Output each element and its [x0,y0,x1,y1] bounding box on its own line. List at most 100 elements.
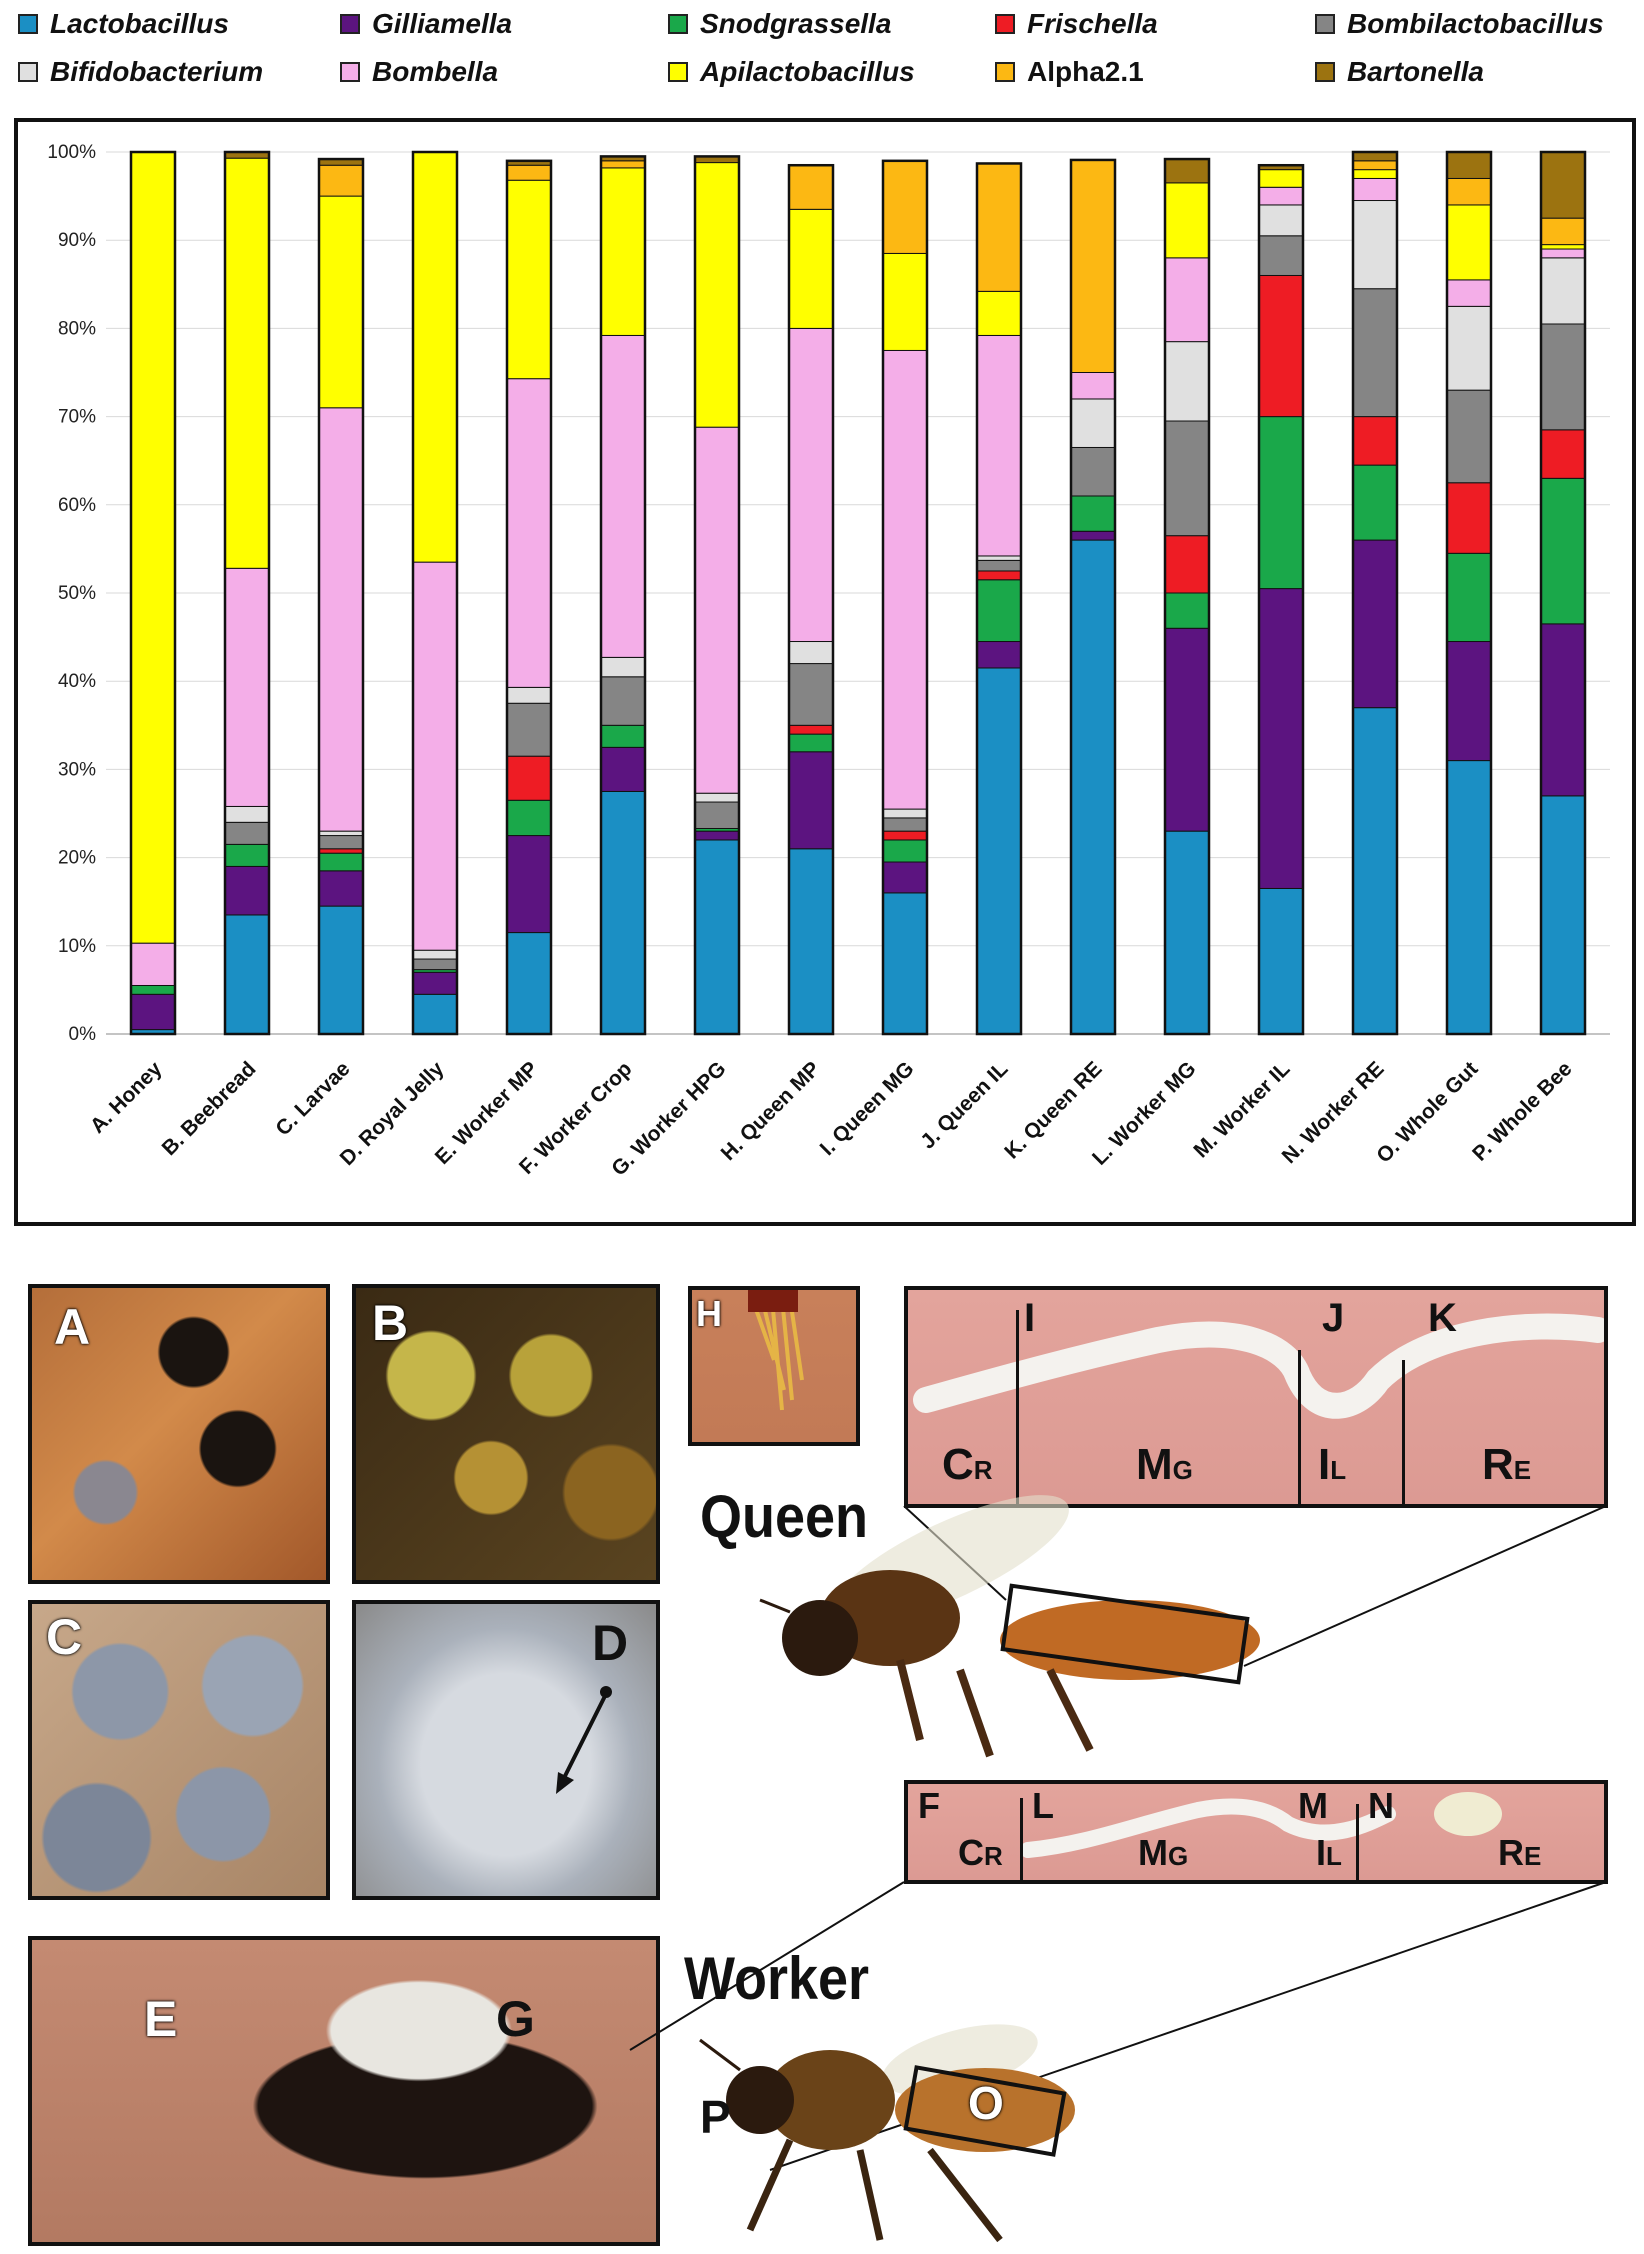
bar-segment-snodgrassella [1540,477,1586,625]
region-ileum-worker: IL [1316,1832,1342,1873]
bar-segment-gilliamella [318,870,364,907]
bar-segment-gilliamella [1446,641,1492,762]
bar-segment-bombella [976,334,1022,557]
region-ileum-queen: IL [1318,1440,1347,1489]
panel-label-e: E [144,1991,178,2047]
legend-swatch [18,62,38,82]
x-category-label: J. Queen IL [916,1057,1012,1153]
legend-item-bombella: Bombella [340,52,498,92]
bar-segment-gilliamella [600,746,646,792]
bar-segment-frischella [1446,482,1492,554]
bar-segment-frischella [318,848,364,854]
bar-segment-bifidobacterium [1446,305,1492,391]
bar-outline [787,163,835,1036]
bar-segment-lactobacillus [788,848,834,1035]
bar-segment-frischella [976,570,1022,581]
bar-outline [505,159,553,1036]
chart-legend: Lactobacillus Gilliamella Snodgrassella Fri… [0,0,1644,110]
region-rectum-queen: RE [1482,1440,1532,1489]
bar-segment-lactobacillus [224,914,270,1035]
bar-segment-apilactobacillus [1258,169,1304,188]
legend-swatch [1315,14,1335,34]
bar-segment-bombilactobacillus [882,817,928,832]
legend-item-bifidobacterium: Bifidobacterium [18,52,263,92]
legend-swatch [668,62,688,82]
y-tick-label: 70% [58,407,96,428]
bar-segment-snodgrassella [224,843,270,867]
legend-item-apilactobacillus: Apilactobacillus [668,52,915,92]
legend-label: Frischella [1027,8,1158,39]
panel-label-o: O [968,2077,1004,2129]
bar-segment-snodgrassella [130,984,176,995]
bar-segment-bombella [882,349,928,810]
bar-segment-bombilactobacillus [600,676,646,726]
bar-segment-gilliamella [1540,623,1586,797]
bar-segment-lactobacillus [1164,830,1210,1035]
bar-segment-bombilactobacillus [1446,389,1492,484]
panel-label-m: M [1298,1785,1328,1826]
queen-gut-drawing [913,1313,1604,1419]
bar-segment-alpha2-1 [1070,159,1116,373]
bar-segment-bifidobacterium [318,830,364,837]
photo-royal-jelly: D [352,1600,660,1900]
panel-label-g: G [496,1991,535,2047]
y-tick-label: 40% [58,671,96,692]
bar-segment-bombilactobacillus [506,702,552,757]
photo-worker-gut: F L M N CR MG IL RE [904,1780,1608,1884]
bar-segment-snodgrassella [1352,464,1398,541]
region-crop-queen: CR [942,1440,993,1489]
legend-swatch [668,14,688,34]
stacked-bar-chart: 0% 10% 20% 30% 40% 50% 60% 70% 80% 90% 100% A. Hone… [14,118,1636,1226]
bar-segment-snodgrassella [976,579,1022,643]
bar-segment-bombella [318,407,364,832]
legend-swatch [340,62,360,82]
bar-outline [975,162,1023,1036]
bar-segment-lactobacillus [506,932,552,1035]
bar-outline [693,155,741,1036]
bar-segment-alpha2-1 [318,164,364,197]
bar-segment-snodgrassella [788,733,834,753]
bar-segment-bombilactobacillus [788,663,834,726]
bar-segment-bifidobacterium [506,686,552,704]
photo-honey: A [28,1284,330,1584]
panel-label-k: K [1428,1296,1457,1340]
bar-segment-apilactobacillus [130,151,176,944]
legend-item-bombilactobacillus: Bombilactobacillus [1315,4,1604,44]
x-category-label: B. Beebread [158,1057,261,1160]
bar-segment-bombella [1258,186,1304,206]
legend-label: Bartonella [1347,56,1484,87]
bar-segment-frischella [882,830,928,841]
bar-segment-apilactobacillus [882,252,928,351]
bar-segment-lactobacillus [1070,539,1116,1035]
bar-segment-apilactobacillus [788,208,834,329]
legend-item-snodgrassella: Snodgrassella [668,4,891,44]
bar-segment-snodgrassella [1258,416,1304,590]
bar-segment-gilliamella [412,971,458,995]
legend-item-bartonella: Bartonella [1315,52,1484,92]
y-tick-label: 90% [58,230,96,251]
bar-segment-apilactobacillus [600,167,646,336]
y-tick-label: 80% [58,318,96,339]
bar-segment-snodgrassella [1164,592,1210,629]
legend-swatch [995,14,1015,34]
panel-label-b: B [372,1295,409,1351]
bar-segment-bombilactobacillus [318,835,364,850]
bar-segment-bifidobacterium [694,792,740,803]
bar-segment-bifidobacterium [1352,200,1398,290]
bar-outline [411,150,459,1036]
bar-segment-frischella [506,755,552,801]
bar-segment-apilactobacillus [224,157,270,569]
bar-segment-apilactobacillus [1540,244,1586,250]
x-category-label: P. Whole Bee [1468,1057,1576,1165]
legend-item-gilliamella: Gilliamella [340,4,512,44]
worker-gut-drawing [1020,1792,1502,1858]
bar-segment-bifidobacterium [224,805,270,823]
bar-segment-bombella [694,426,740,794]
bar-segment-bombella [1540,248,1586,259]
bar-segment-lactobacillus [600,790,646,1035]
bar-segment-gilliamella [882,861,928,894]
panel-label-p: P [700,2091,731,2143]
legend-label: Bombilactobacillus [1347,8,1604,39]
bar-segment-bombella [412,561,458,951]
bar-segment-snodgrassella [318,852,364,872]
